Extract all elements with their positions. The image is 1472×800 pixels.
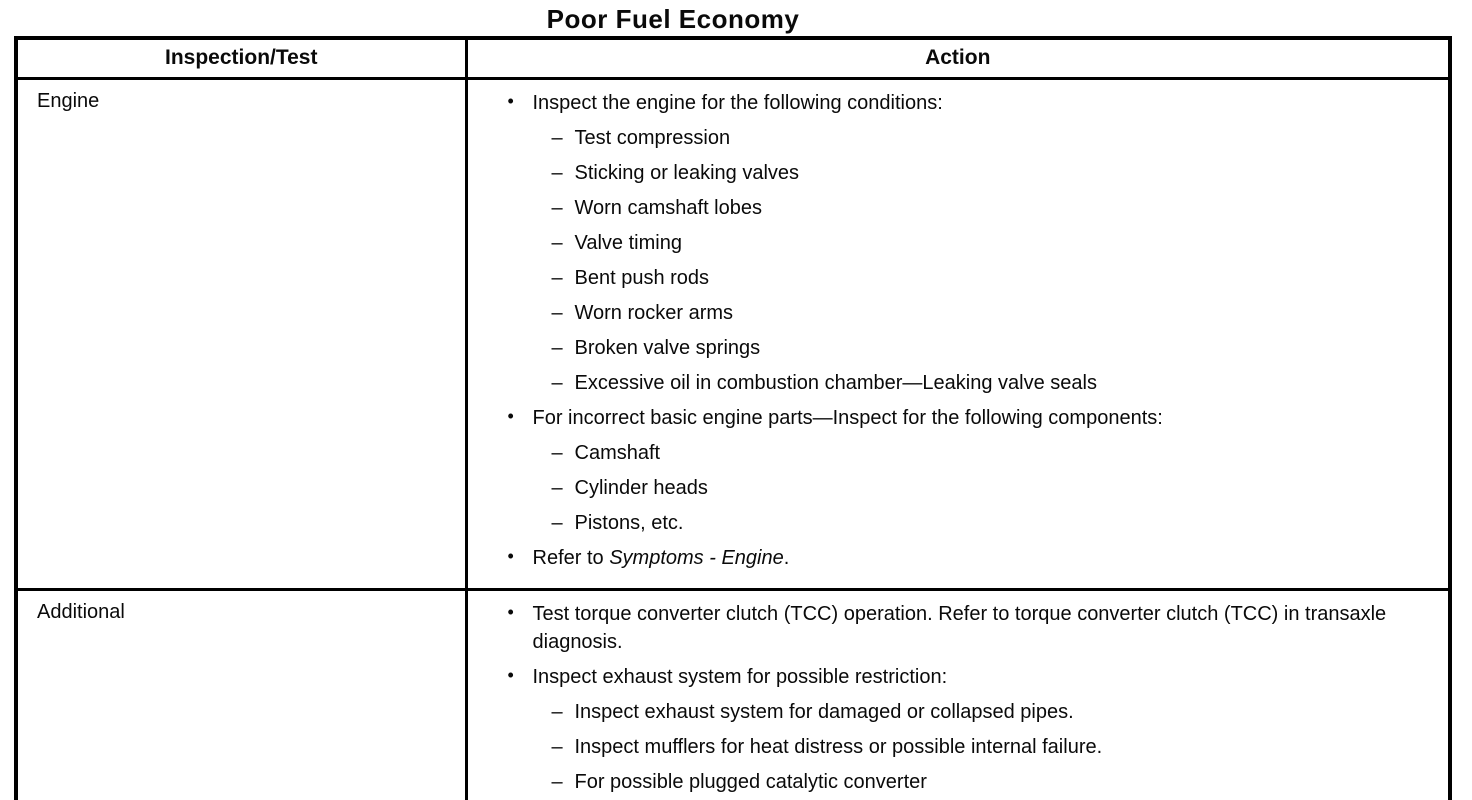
bullet-marker: •	[507, 546, 514, 566]
action-item-text: Inspect exhaust system for damaged or co…	[574, 701, 1074, 723]
dash-marker: –	[551, 267, 563, 289]
action-item: – Excessive oil in combustion chamber—Lea…	[468, 369, 1435, 397]
action-item: – Cylinder heads	[468, 474, 1435, 502]
action-item-text: Inspect mufflers for heat distress or po…	[574, 736, 1103, 758]
dash-marker: –	[551, 337, 563, 359]
plain-text: Refer to	[532, 547, 610, 569]
action-item: – Sticking or leaking valves	[468, 159, 1435, 187]
table-header: Inspection/Test Action	[14, 36, 1452, 80]
action-item-text: Inspect the engine for the following con…	[532, 92, 943, 114]
action-item-text: For incorrect basic engine parts—Inspect…	[532, 407, 1163, 429]
page-title: Poor Fuel Economy	[546, 4, 800, 34]
action-item-text: Test compression	[574, 127, 731, 149]
action-item: – Broken valve springs	[468, 334, 1435, 362]
action-item-text: Pistons, etc.	[574, 512, 684, 534]
dash-marker: –	[551, 232, 563, 254]
dash-marker: –	[551, 372, 563, 394]
action-item: – For possible plugged catalytic converte…	[468, 768, 1435, 796]
action-cell-engine: • Inspect the engine for the following co…	[464, 77, 1452, 591]
action-cell-additional: • Test torque converter clutch (TCC) oper…	[464, 588, 1452, 800]
action-item: • Inspect exhaust system for possible res…	[468, 663, 1435, 691]
action-list: • Test torque converter clutch (TCC) oper…	[468, 600, 1435, 796]
table-row-engine: Engine • Inspect the engine for the follo…	[14, 77, 1452, 591]
action-item-text: Bent push rods	[574, 267, 710, 289]
action-item: – Valve timing	[468, 229, 1435, 257]
dash-marker: –	[551, 512, 563, 534]
action-item: • Inspect the engine for the following co…	[468, 89, 1435, 117]
dash-marker: –	[551, 127, 563, 149]
dash-marker: –	[551, 162, 563, 184]
action-item: – Test compression	[468, 124, 1435, 152]
header-inspection-test: Inspection/Test	[14, 36, 468, 80]
dash-marker: –	[551, 771, 563, 793]
action-item-text: Refer to Symptoms - Engine.	[533, 544, 1435, 572]
action-item: – Worn rocker arms	[468, 299, 1435, 327]
plain-text: .	[783, 547, 790, 569]
action-item: • Refer to Symptoms - Engine.	[468, 544, 1435, 572]
dash-marker: –	[551, 736, 563, 758]
action-list: • Inspect the engine for the following co…	[468, 89, 1435, 572]
action-item: – Bent push rods	[468, 264, 1435, 292]
action-item-text: Worn camshaft lobes	[574, 197, 763, 219]
action-item: • Test torque converter clutch (TCC) oper…	[468, 600, 1435, 656]
bullet-marker: •	[507, 91, 514, 111]
dash-marker: –	[551, 442, 563, 464]
bullet-marker: •	[507, 665, 514, 685]
table-body: Engine • Inspect the engine for the follo…	[14, 77, 1452, 800]
action-item: – Pistons, etc.	[468, 509, 1435, 537]
action-item-text: Broken valve springs	[574, 337, 761, 359]
action-item-text: Valve timing	[574, 232, 682, 254]
dash-marker: –	[551, 477, 563, 499]
dash-marker: –	[551, 701, 563, 723]
action-item-text: Inspect exhaust system for possible rest…	[532, 666, 948, 688]
title-wrap: Poor Fuel Economy	[14, 0, 1452, 34]
dash-marker: –	[551, 197, 563, 219]
action-item: – Camshaft	[468, 439, 1435, 467]
action-item-text: Sticking or leaking valves	[574, 162, 800, 184]
italic-reference-text: Symptoms - Engine	[609, 547, 784, 569]
action-item-text: Excessive oil in combustion chamber—Leak…	[574, 372, 1097, 394]
diagnosis-table: Inspection/Test Action Engine • Inspect t…	[14, 36, 1452, 800]
header-action: Action	[464, 36, 1452, 80]
inspection-cell-engine: Engine	[14, 77, 468, 591]
action-item-text: Cylinder heads	[574, 477, 708, 499]
action-item-text: Camshaft	[574, 442, 661, 464]
table-row-additional: Additional • Test torque converter clutch…	[14, 588, 1452, 800]
action-item-text: Worn rocker arms	[574, 302, 734, 324]
action-item-text: For possible plugged catalytic converter	[574, 771, 927, 793]
action-item: – Inspect mufflers for heat distress or p…	[468, 733, 1435, 761]
action-item-text: Test torque converter clutch (TCC) opera…	[532, 603, 1387, 653]
bullet-marker: •	[507, 406, 514, 426]
bullet-marker: •	[507, 602, 514, 622]
inspection-cell-additional: Additional	[14, 588, 468, 800]
action-item: – Inspect exhaust system for damaged or c…	[468, 698, 1435, 726]
action-item: • For incorrect basic engine parts—Inspec…	[468, 404, 1435, 432]
action-item: – Worn camshaft lobes	[468, 194, 1435, 222]
header-row: Inspection/Test Action	[14, 36, 1452, 80]
dash-marker: –	[551, 302, 563, 324]
